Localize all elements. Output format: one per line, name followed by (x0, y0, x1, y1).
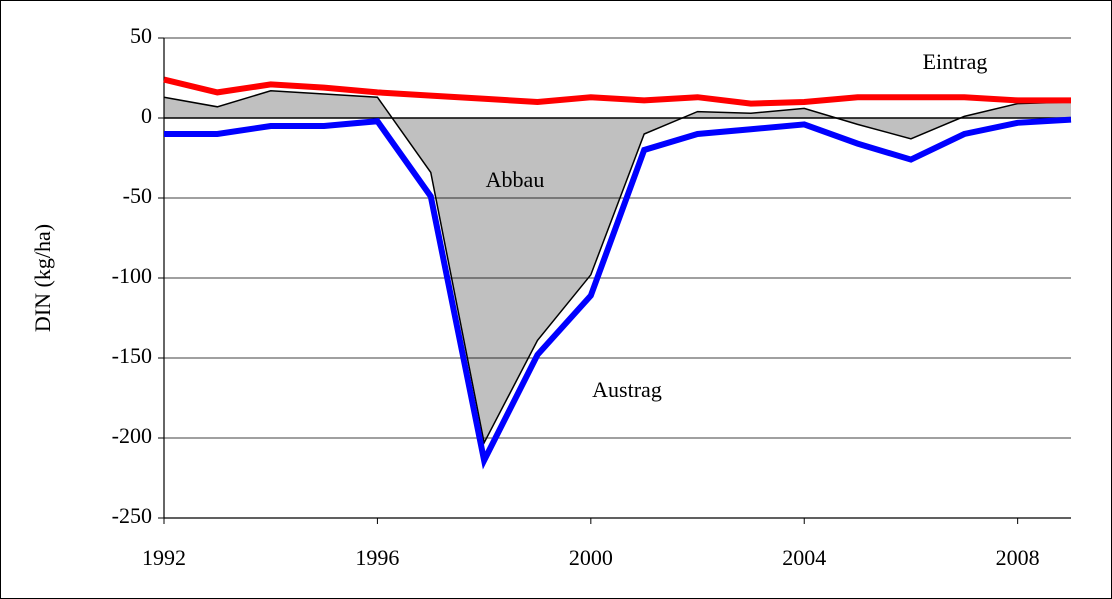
y-tick-label: -50 (123, 183, 152, 208)
area-line (163, 90, 1072, 446)
y-tick-label: -250 (112, 503, 152, 528)
x-tick-label: 1996 (355, 545, 399, 570)
x-tick-label: 2000 (569, 545, 613, 570)
line (164, 116, 1072, 470)
x-tick-label: 1992 (142, 545, 186, 570)
series-label: Eintrag (923, 49, 988, 74)
area-fill (164, 90, 1071, 443)
x-tick-label: 2008 (996, 545, 1040, 570)
y-tick-label: 50 (130, 23, 152, 48)
line (163, 76, 1071, 107)
series-label: Abbau (486, 167, 545, 192)
y-tick-label: -200 (112, 423, 152, 448)
y-tick-label: 0 (141, 103, 152, 128)
y-axis-label: DIN (kg/ha) (30, 224, 55, 332)
x-tick-label: 2004 (782, 545, 826, 570)
y-tick-label: -100 (112, 263, 152, 288)
series-label: Austrag (592, 377, 662, 402)
y-tick-label: -150 (112, 343, 152, 368)
